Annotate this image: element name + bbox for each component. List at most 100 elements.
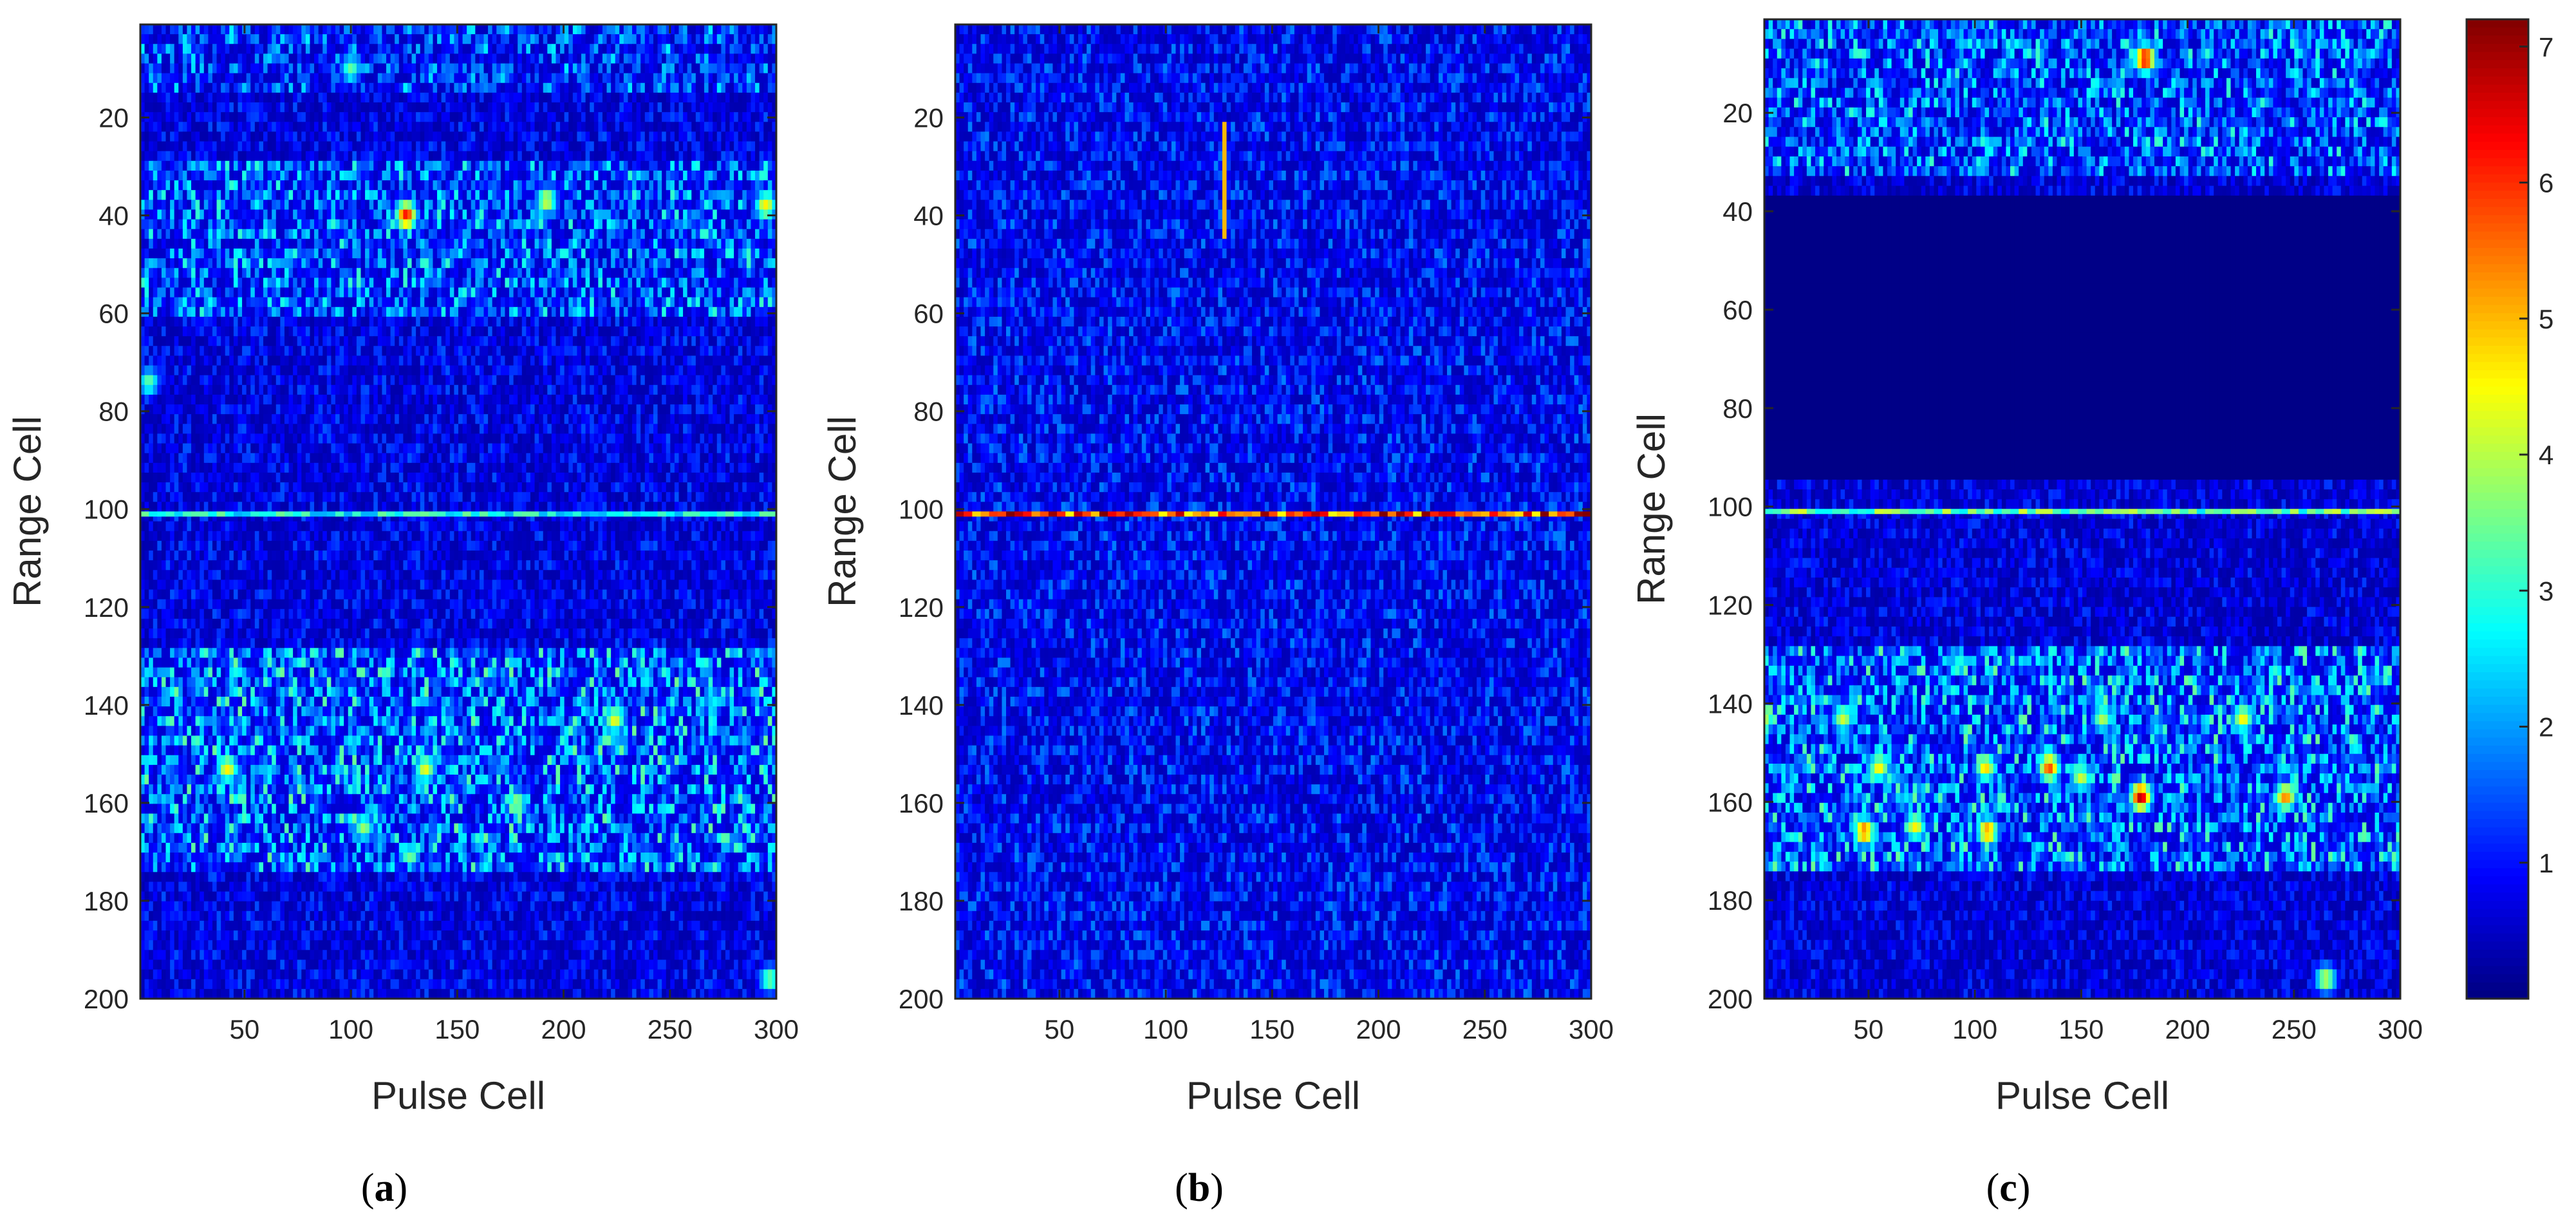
heat-cell (488, 141, 493, 152)
heat-cell (437, 229, 442, 240)
heat-cell (360, 112, 366, 122)
heat-cell (348, 151, 353, 162)
heat-cell (377, 278, 383, 288)
heat-cell (611, 180, 616, 191)
heat-cell (250, 141, 256, 152)
heat-cell (157, 316, 162, 327)
heat-cell (233, 200, 239, 211)
heat-cell (526, 306, 531, 317)
heat-cell (666, 151, 671, 162)
heat-cell (534, 92, 539, 103)
heat-cell (449, 297, 455, 308)
heat-cell (382, 190, 387, 200)
heat-cell (369, 258, 374, 269)
heat-cell (365, 258, 370, 269)
heat-cell (742, 268, 747, 278)
heat-cell (632, 122, 637, 133)
heat-cell (746, 44, 752, 54)
heat-cell (772, 34, 777, 44)
heat-cell (488, 287, 493, 298)
heat-cell (725, 63, 731, 74)
heat-cell (644, 82, 649, 93)
heat-cell (403, 200, 408, 211)
heat-cell (657, 326, 662, 337)
heat-cell (310, 180, 315, 191)
heat-cell (161, 287, 167, 298)
heat-cell (395, 336, 400, 346)
heat-cell (662, 102, 667, 113)
heat-cell (182, 141, 188, 152)
heat-cell (662, 24, 667, 35)
heat-cell (734, 160, 739, 171)
heat-cell (632, 209, 637, 220)
heat-cell (488, 297, 493, 308)
heat-cell (288, 209, 294, 220)
heat-cell (369, 44, 374, 54)
heat-cell (153, 170, 158, 181)
heat-cell (530, 73, 536, 84)
heat-cell (708, 268, 713, 278)
heat-cell (708, 53, 713, 64)
heat-cell (598, 306, 603, 317)
heat-cell (407, 219, 413, 230)
heat-cell (195, 219, 200, 230)
heat-cell (259, 170, 264, 181)
heat-cell (170, 170, 175, 181)
heat-cell (572, 34, 578, 44)
heat-cell (479, 219, 485, 230)
heat-cell (200, 44, 205, 54)
heat-cell (581, 180, 586, 191)
heat-cell (725, 200, 731, 211)
heat-cell (293, 24, 298, 35)
heat-cell (377, 287, 383, 298)
heat-cell (297, 306, 302, 317)
heat-cell (407, 258, 413, 269)
heat-cell (606, 209, 611, 220)
heat-cell (505, 63, 510, 74)
heat-cell (505, 200, 510, 211)
heat-cell (619, 297, 624, 308)
heat-cell (170, 73, 175, 84)
heat-cell (534, 229, 539, 240)
heat-cell (564, 297, 569, 308)
heat-cell (386, 258, 391, 269)
heat-cell (547, 112, 552, 122)
heat-cell (691, 326, 696, 337)
heat-cell (288, 346, 294, 357)
heat-cell (441, 160, 446, 171)
heat-cell (602, 82, 608, 93)
heat-cell (259, 160, 264, 171)
heat-cell (395, 180, 400, 191)
heat-cell (543, 278, 548, 288)
heat-cell (539, 287, 544, 298)
heat-cell (662, 326, 667, 337)
heat-cell (479, 229, 485, 240)
heat-cell (449, 44, 455, 54)
heat-cell (505, 151, 510, 162)
heat-cell (606, 24, 611, 35)
heat-cell (640, 306, 646, 317)
heat-cell (742, 258, 747, 269)
heat-cell (471, 24, 476, 35)
heat-cell (398, 170, 404, 181)
heat-cell (293, 44, 298, 54)
heat-cell (254, 316, 260, 327)
heat-cell (395, 209, 400, 220)
heat-cell (386, 92, 391, 103)
heat-cell (339, 160, 344, 171)
heat-cell (716, 268, 722, 278)
heat-cell (326, 102, 331, 113)
heat-cell (640, 180, 646, 191)
heat-cell (428, 297, 434, 308)
heat-cell (161, 24, 167, 35)
heat-cell (462, 151, 467, 162)
heat-cell (216, 63, 221, 74)
heat-cell (225, 102, 230, 113)
heat-cell (284, 44, 290, 54)
heat-cell (683, 34, 688, 44)
heat-cell (695, 151, 701, 162)
heat-cell (738, 190, 743, 200)
heat-cell (585, 151, 590, 162)
heat-cell (683, 190, 688, 200)
heat-cell (615, 287, 620, 298)
